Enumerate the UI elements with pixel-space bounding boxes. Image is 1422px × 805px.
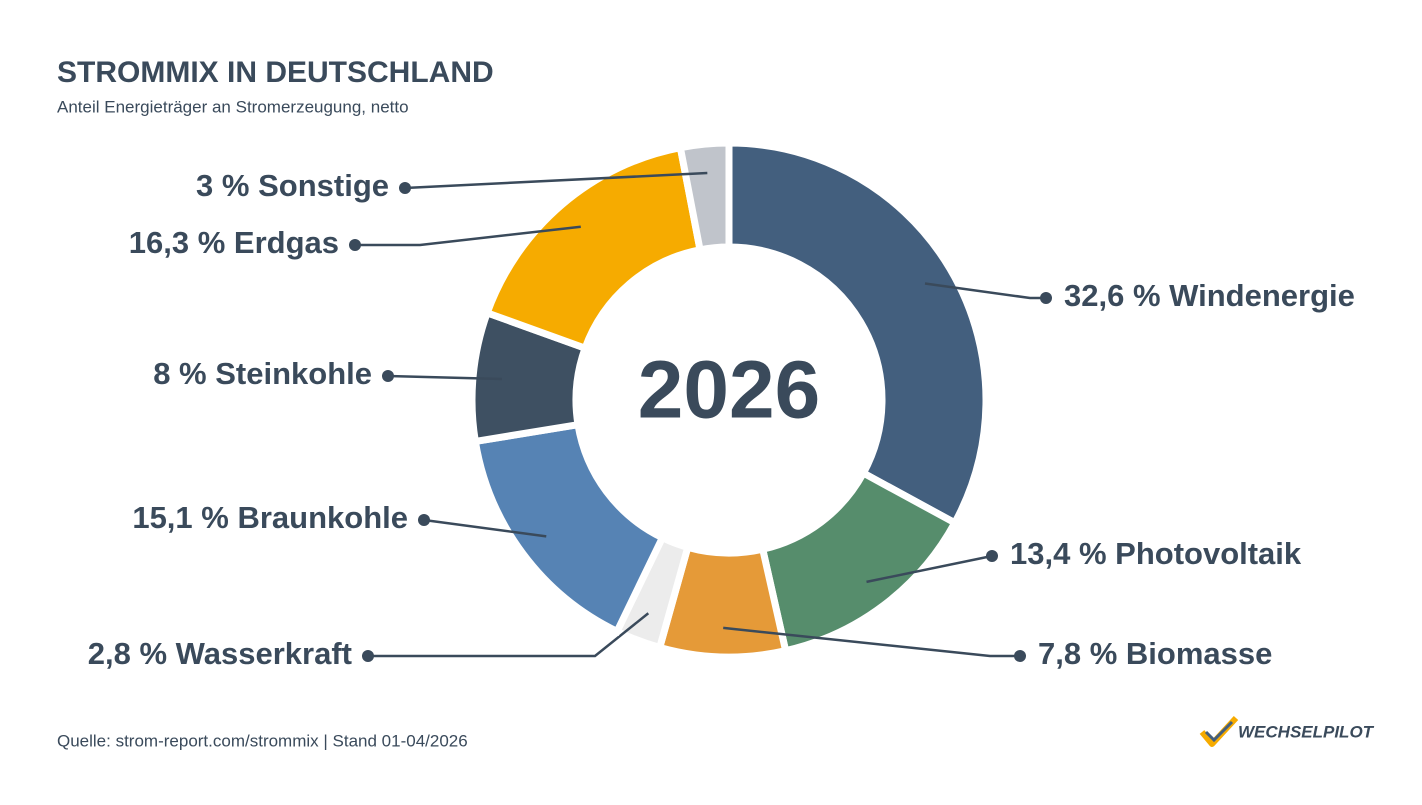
data-label: 15,1 % Braunkohle [132,500,408,535]
donut-segment [471,420,668,637]
donut-segment [676,139,733,254]
data-label: 3 % Sonstige [196,168,389,203]
data-label: 32,6 % Windenergie [1064,278,1355,313]
leader-dot [399,182,411,194]
value-label: 13,4 % [1010,536,1107,571]
data-label: 8 % Steinkohle [153,356,372,391]
source: Quelle: strom-report.com/strommix | Stan… [57,731,468,750]
value-label: 32,6 % [1064,278,1161,313]
category-label: Wasserkraft [176,636,352,671]
leader-line [723,626,1020,658]
leader-dot [1014,650,1026,662]
category-label: Biomasse [1126,636,1272,671]
value-label: 3 % [196,168,249,203]
data-label: 7,8 % Biomasse [1038,636,1272,671]
value-label: 15,1 % [132,500,229,535]
leader-dot [418,514,430,526]
category-label: Erdgas [234,225,339,260]
leader-line [355,225,581,247]
data-label: 13,4 % Photovoltaik [1010,536,1302,571]
leader-line [368,612,650,658]
leader-dot [362,650,374,662]
logo: WECHSELPILOT [1238,722,1375,741]
value-label: 7,8 % [1038,636,1117,671]
leader-dot [382,370,394,382]
donut-segment [725,139,990,528]
leader-dot [1040,292,1052,304]
value-label: 2,8 % [88,636,167,671]
value-label: 8 % [153,356,206,391]
data-label: 2,8 % Wasserkraft [88,636,352,671]
chart-title: STROMMIX IN DEUTSCHLAND [57,56,494,89]
value-label: 16,3 % [129,225,226,260]
logo-icon [1199,715,1239,747]
leader-line [423,518,547,538]
category-label: Steinkohle [215,356,372,391]
category-label: Sonstige [258,168,389,203]
leader-line [866,554,993,584]
chart-subtitle: Anteil Energieträger an Stromerzeugung, … [57,97,409,116]
category-label: Windenergie [1169,278,1355,313]
category-label: Photovoltaik [1115,536,1302,571]
center-label: 2026 [638,345,820,436]
leader-dot [986,550,998,562]
data-label: 16,3 % Erdgas [129,225,339,260]
category-label: Braunkohle [237,500,408,535]
leader-line [404,171,708,190]
leader-line [387,374,502,381]
leader-dot [349,239,361,251]
